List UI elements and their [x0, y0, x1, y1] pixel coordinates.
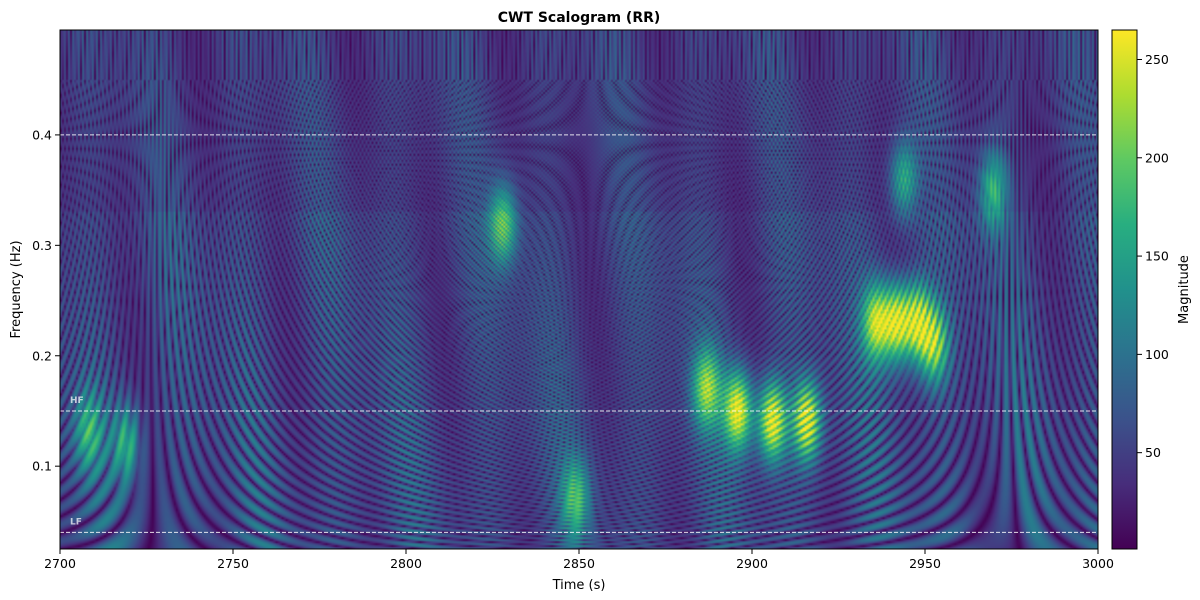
colorbar-tick-label: 100: [1145, 347, 1169, 362]
x-tick-label: 3000: [1082, 556, 1114, 571]
y-tick-label: 0.3: [32, 238, 52, 253]
y-tick-label: 0.1: [32, 459, 52, 474]
colorbar-label: Magnitude: [1177, 255, 1192, 324]
y-axis-label: Frequency (Hz): [9, 240, 24, 338]
x-tick-label: 2700: [44, 556, 76, 571]
band-lines: HF LF: [60, 134, 1098, 533]
heatmap-image: [60, 30, 1098, 549]
x-tick-label: 2750: [217, 556, 249, 571]
x-tick-label: 2950: [909, 556, 941, 571]
x-axis: 2700 2750 2800 2850 2900 2950 3000: [44, 549, 1114, 571]
chart-title: CWT Scalogram (RR): [498, 10, 661, 26]
colorbar-tick-label: 200: [1145, 150, 1169, 165]
band-label: LF: [70, 517, 82, 527]
x-tick-label: 2800: [390, 556, 422, 571]
band-label: HF: [70, 396, 84, 406]
x-axis-label: Time (s): [552, 578, 606, 593]
colorbar-tick-label: 250: [1145, 52, 1169, 67]
plot-area: HF LF: [59, 29, 1099, 550]
colorbar-tick-label: 150: [1145, 249, 1169, 264]
y-tick-label: 0.2: [32, 348, 52, 363]
colorbar-tick-label: 50: [1145, 445, 1161, 460]
x-tick-label: 2850: [563, 556, 595, 571]
colorbar: 50 100 150 200 250 Magnitude: [1111, 29, 1192, 550]
y-axis: 0.1 0.2 0.3 0.4: [32, 127, 60, 474]
colorbar-ticks: 50 100 150 200 250: [1137, 52, 1169, 460]
colorbar-gradient: [1111, 29, 1138, 550]
x-tick-label: 2900: [736, 556, 768, 571]
y-tick-label: 0.4: [32, 127, 52, 142]
